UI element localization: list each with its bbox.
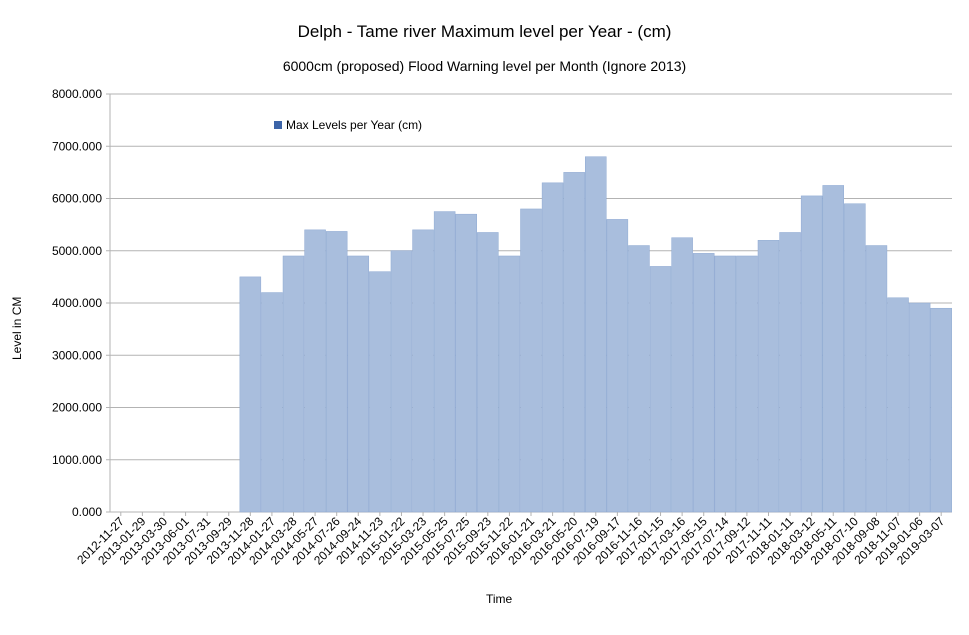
bar	[930, 307, 952, 513]
bar	[800, 195, 823, 513]
bar	[757, 240, 780, 513]
legend-label: Max Levels per Year (cm)	[286, 118, 422, 132]
bar	[477, 232, 499, 513]
bar	[865, 245, 888, 513]
bar	[671, 237, 693, 513]
y-tick-label: 1000.000	[52, 453, 102, 467]
bar	[304, 229, 326, 513]
bar	[239, 276, 262, 513]
bar	[779, 232, 801, 513]
y-tick-label: 7000.000	[52, 139, 102, 153]
bar	[649, 266, 672, 513]
chart-title: Delph - Tame river Maximum level per Yea…	[297, 22, 672, 41]
bar	[498, 255, 521, 513]
legend-swatch	[274, 121, 282, 129]
y-tick-label: 4000.000	[52, 296, 102, 310]
bar	[692, 253, 715, 513]
bar	[520, 208, 542, 513]
bar	[563, 172, 585, 513]
y-tick-label: 3000.000	[52, 348, 102, 362]
bar	[887, 297, 909, 513]
bar	[908, 302, 931, 513]
y-tick-label: 2000.000	[52, 401, 102, 415]
bar	[412, 229, 434, 513]
chart-subtitle: 6000cm (proposed) Flood Warning level pe…	[282, 58, 687, 74]
bar	[541, 182, 564, 513]
bar	[433, 211, 456, 513]
bar	[282, 255, 305, 513]
bar	[714, 255, 737, 513]
bar	[347, 255, 370, 513]
bar	[455, 213, 477, 513]
bar	[736, 255, 758, 513]
bar	[822, 185, 845, 513]
y-tick-label: 5000.000	[52, 244, 102, 258]
y-tick-label: 6000.000	[52, 192, 102, 206]
bar	[325, 231, 348, 513]
y-tick-label: 8000.000	[52, 87, 102, 101]
bar	[606, 219, 629, 513]
bar	[390, 250, 413, 513]
bar	[261, 292, 283, 513]
bar	[369, 271, 391, 513]
bar	[585, 156, 607, 513]
bar	[628, 245, 650, 513]
x-axis-label: Time	[486, 592, 513, 606]
y-tick-label: 0.000	[72, 505, 102, 519]
bar	[844, 203, 866, 513]
